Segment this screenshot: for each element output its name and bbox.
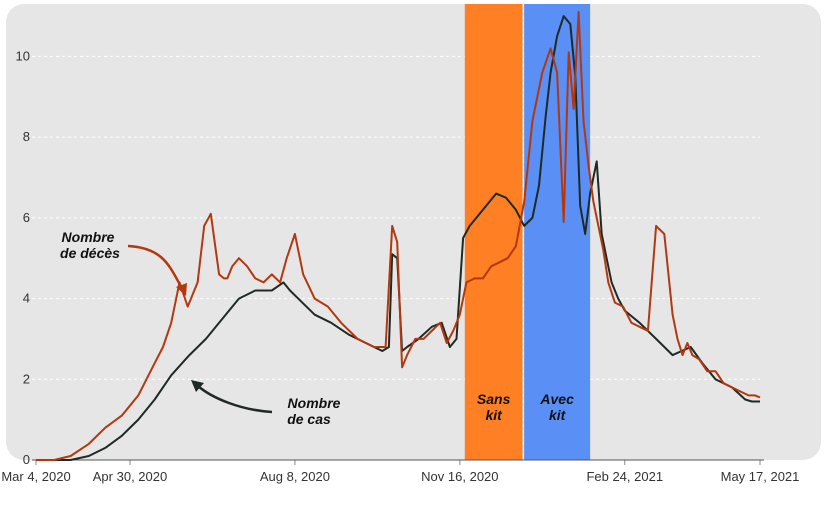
x-tick-label: Nov 16, 2020 [421, 469, 498, 484]
y-tick-label: 0 [23, 452, 30, 467]
annotation-cases-arrowhead [191, 380, 204, 392]
series-line-deaths [36, 11, 761, 461]
x-tick-label: Apr 30, 2020 [93, 469, 167, 484]
series-lines [36, 11, 761, 461]
y-tick-label: 6 [23, 210, 30, 225]
annotation-cases-line1: Nombre [288, 395, 341, 411]
y-axis-ticks: 0 2 4 6 8 10 [16, 48, 30, 467]
x-tick-label: Mar 4, 2020 [1, 469, 70, 484]
band-label-line1: Sans [477, 391, 511, 407]
annotation-cases-line2: de cas [287, 411, 331, 427]
band-label-line2: kit [485, 407, 503, 423]
series-line-cases [36, 15, 760, 461]
x-tick-label: Feb 24, 2021 [586, 469, 663, 484]
plot-background [6, 4, 821, 460]
x-tick-label: May 17, 2021 [721, 469, 800, 484]
annotation-deaths-arrow [127, 244, 185, 291]
annotation-cases-arrow [197, 385, 273, 414]
x-tick-label: Aug 8, 2020 [260, 469, 330, 484]
annotation-deaths-arrowhead [176, 283, 187, 296]
gridlines [32, 55, 760, 380]
y-tick-label: 4 [23, 291, 30, 306]
band-label-line2: kit [549, 407, 567, 423]
band-label-line1: Avec [539, 391, 574, 407]
band-sans-kit [464, 4, 523, 460]
annotation-deaths-line2: de décès [60, 245, 120, 261]
x-axis-ticks: Mar 4, 2020 Apr 30, 2020 Aug 8, 2020 Nov 16… [1, 459, 800, 484]
y-tick-label: 10 [16, 48, 30, 63]
annotation-deaths-line1: Nombre [62, 229, 115, 245]
y-tick-label: 2 [23, 371, 30, 386]
y-tick-label: 8 [23, 129, 30, 144]
